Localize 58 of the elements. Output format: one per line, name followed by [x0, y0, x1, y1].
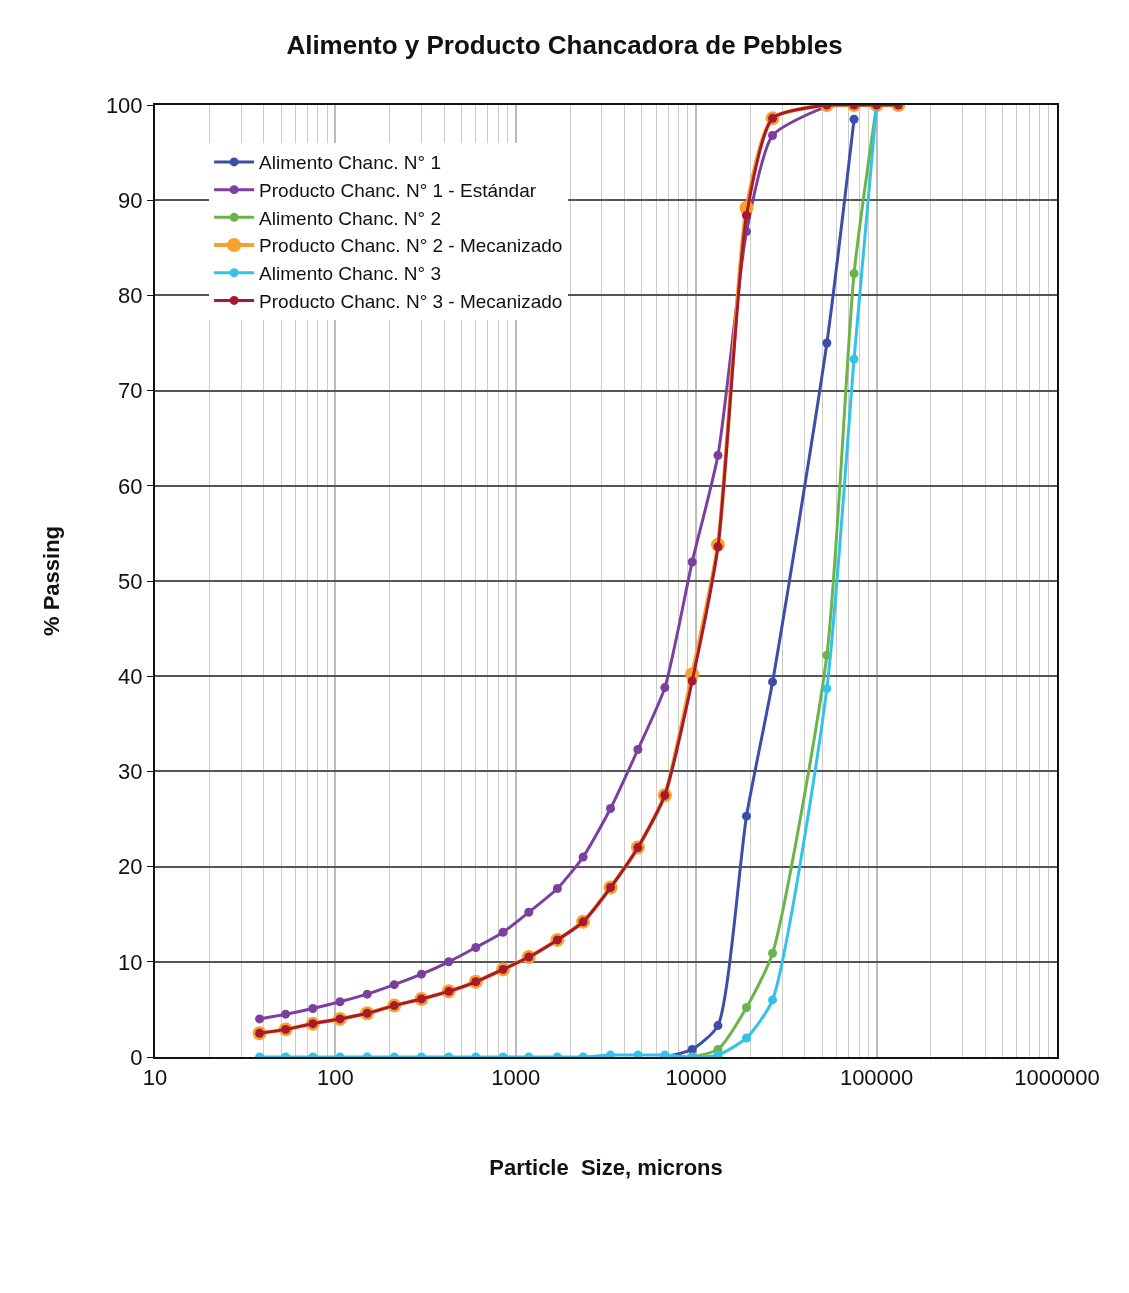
y-tick-label: 40: [118, 663, 143, 689]
legend-label: Producto Chanc. N° 2 - Mecanizado: [259, 235, 563, 257]
x-axis-title: Particle Size, microns: [489, 1154, 723, 1180]
point: [552, 884, 562, 893]
point: [713, 1050, 723, 1057]
x-tick-label: 10: [142, 1065, 168, 1091]
point: [281, 1009, 291, 1019]
point: [633, 745, 643, 754]
point: [524, 907, 534, 917]
point: [308, 1003, 318, 1013]
y-tick-label: 80: [118, 283, 143, 309]
x-tick-label: 100000: [839, 1065, 914, 1091]
point: [741, 210, 751, 220]
point: [471, 943, 481, 953]
point: [633, 1050, 643, 1057]
point: [768, 948, 778, 958]
y-tick-label: 50: [118, 568, 143, 594]
point: [389, 980, 399, 990]
y-tick-label: 30: [118, 759, 143, 785]
point: [335, 997, 345, 1007]
legend-label: Alimento Chanc. N° 1: [259, 152, 441, 174]
point: [741, 1033, 751, 1043]
legend-label: Producto Chanc. N° 3 - Mecanizado: [259, 290, 563, 312]
legend-label: Alimento Chanc. N° 2: [259, 207, 441, 229]
y-tick-label: 100: [105, 92, 143, 118]
point: [741, 1003, 751, 1012]
point: [416, 969, 426, 979]
point: [687, 1044, 697, 1054]
x-tick-label: 10000: [665, 1065, 727, 1091]
legend-label: Producto Chanc. N° 1 - Estándar: [259, 180, 537, 202]
y-tick-label: 90: [118, 187, 143, 213]
point: [606, 804, 616, 814]
chart-title: Alimento y Producto Chancadora de Pebbles: [286, 30, 843, 61]
x-tick-label: 1000: [491, 1065, 541, 1091]
y-tick-label: 60: [118, 473, 143, 499]
x-tick-label: 1000000: [1014, 1065, 1100, 1091]
y-axis-title: % Passing: [39, 525, 65, 637]
y-tick-label: 0: [130, 1044, 143, 1070]
point: [255, 1014, 265, 1024]
point: [660, 683, 670, 693]
x-tick-label: 100: [317, 1065, 354, 1091]
point: [687, 557, 697, 567]
point: [713, 450, 723, 460]
legend-label: Alimento Chanc. N° 3: [259, 263, 441, 285]
y-tick-label: 70: [118, 378, 143, 404]
y-tick-label: 20: [118, 854, 143, 880]
point: [498, 927, 508, 937]
point: [768, 995, 778, 1005]
point: [362, 989, 372, 999]
point: [768, 130, 778, 140]
point: [713, 1021, 723, 1031]
point: [444, 957, 454, 967]
point: [741, 811, 751, 821]
y-tick-label: 10: [118, 949, 143, 975]
point: [606, 1050, 616, 1057]
point: [768, 677, 778, 687]
point: [578, 852, 588, 862]
point: [687, 676, 697, 686]
